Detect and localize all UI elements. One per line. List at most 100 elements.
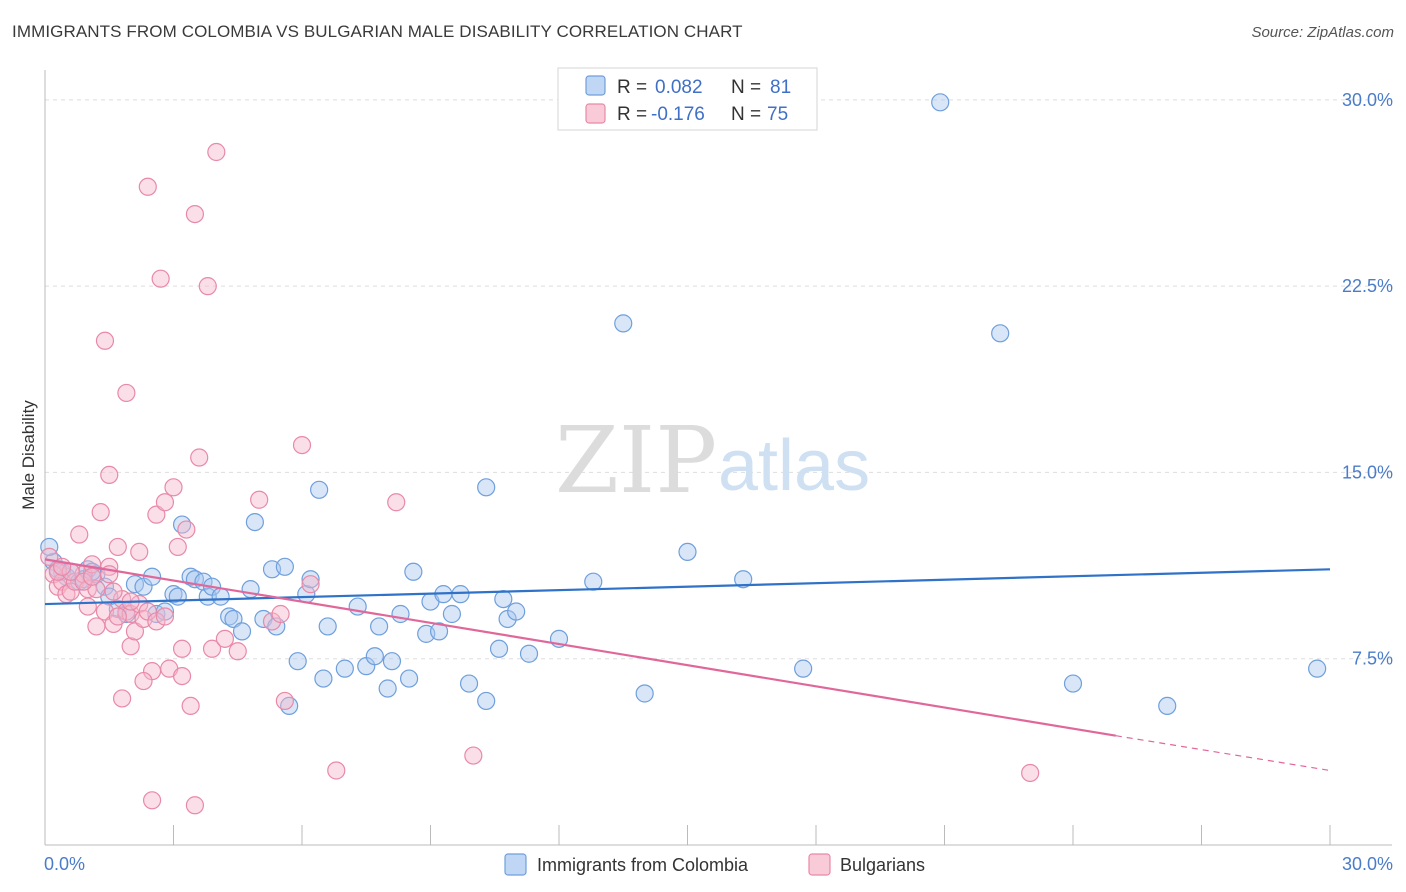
bulgarians-point-49 bbox=[292, 435, 312, 455]
colombia-point-53 bbox=[429, 622, 449, 641]
bottom-legend-swatch-bulgarians bbox=[808, 853, 831, 876]
colombia-point-55 bbox=[442, 604, 462, 624]
bulgarians-point-47 bbox=[271, 604, 290, 624]
bulgarians-point-23 bbox=[121, 637, 140, 656]
colombia-point-66 bbox=[584, 572, 603, 591]
colombia-point-70 bbox=[734, 570, 753, 589]
colombia-point-67 bbox=[614, 314, 633, 333]
colombia-point-45 bbox=[370, 617, 389, 636]
bulgarians-point-70 bbox=[108, 607, 127, 626]
legend-swatch-bulgarians bbox=[585, 103, 606, 124]
colombia-point-29 bbox=[245, 512, 264, 532]
bulgarians-point-51 bbox=[327, 761, 346, 780]
legend-n-label-2: N = bbox=[731, 104, 761, 125]
colombia-point-24 bbox=[211, 587, 230, 606]
bottom-legend-label-colombia: Immigrants from Colombia bbox=[537, 855, 749, 875]
bulgarians-point-13 bbox=[91, 503, 110, 522]
grid-lines bbox=[45, 99, 1392, 660]
colombia-point-74 bbox=[1063, 674, 1083, 693]
colombia-point-35 bbox=[288, 652, 307, 671]
bulgarians-point-66 bbox=[185, 796, 205, 815]
trend-lines bbox=[44, 558, 1331, 772]
legend-r-label-2: R = bbox=[617, 104, 647, 125]
bulgarians-point-42 bbox=[207, 142, 226, 162]
legend-r-value-1: 0.082 bbox=[655, 77, 703, 98]
bulgarians-point-65 bbox=[142, 791, 162, 810]
bulgarians-point-62 bbox=[134, 671, 153, 691]
watermark-zip: ZIP bbox=[555, 407, 717, 514]
bulgarians-point-63 bbox=[147, 612, 166, 631]
bulgarians-point-38 bbox=[181, 696, 200, 716]
colombia-point-37 bbox=[301, 570, 320, 589]
colombia-point-27 bbox=[232, 622, 252, 641]
bulgarians-point-53 bbox=[464, 746, 483, 765]
bulgarians-point-57 bbox=[104, 582, 123, 601]
bulgarians-point-37 bbox=[177, 520, 196, 539]
series-colombia-points bbox=[40, 93, 1327, 716]
bulgarians-point-48 bbox=[275, 691, 294, 711]
x-tick-label-0: 0.0% bbox=[44, 854, 85, 874]
bulgarians-point-34 bbox=[168, 537, 187, 557]
bulgarians-point-68 bbox=[74, 572, 93, 591]
bulgarians-point-41 bbox=[202, 639, 222, 658]
bulgarians-point-58 bbox=[138, 177, 157, 196]
bulgarians-point-40 bbox=[190, 448, 209, 467]
y-tick-label-0: 7.5% bbox=[1352, 649, 1393, 669]
legend-n-label-1: N = bbox=[731, 77, 761, 98]
y-tick-label-2: 22.5% bbox=[1342, 276, 1393, 296]
colombia-point-61 bbox=[494, 589, 513, 609]
y-tick-label-1: 15.0% bbox=[1342, 462, 1393, 482]
bulgarians-point-43 bbox=[215, 629, 234, 648]
colombia-point-33 bbox=[275, 557, 294, 576]
chart-source: Source: ZipAtlas.com bbox=[1251, 24, 1394, 41]
colombia-point-76 bbox=[1308, 659, 1327, 678]
colombia-point-64 bbox=[519, 644, 539, 663]
legend-r-label-1: R = bbox=[617, 77, 647, 98]
bulgarians-point-64 bbox=[198, 277, 217, 296]
bulgarians-point-18 bbox=[108, 537, 127, 557]
colombia-point-57 bbox=[459, 674, 479, 693]
bulgarians-point-16 bbox=[100, 465, 119, 485]
trend-line-bulgarians-extension bbox=[1115, 735, 1331, 772]
colombia-point-73 bbox=[991, 324, 1010, 343]
bottom-legend-label-bulgarians: Bulgarians bbox=[840, 855, 925, 875]
colombia-point-46 bbox=[378, 679, 397, 698]
bulgarians-point-45 bbox=[250, 490, 269, 509]
colombia-point-72 bbox=[931, 93, 950, 112]
bulgarians-point-33 bbox=[164, 478, 183, 497]
bulgarians-point-60 bbox=[95, 331, 115, 350]
axes bbox=[44, 70, 1392, 846]
colombia-point-75 bbox=[1158, 696, 1177, 716]
legend-n-value-1: 81 bbox=[770, 77, 791, 98]
x-tick-labels: 0.0% 30.0% bbox=[44, 854, 1393, 874]
colombia-point-63 bbox=[507, 602, 526, 621]
y-tick-label-3: 30.0% bbox=[1342, 90, 1393, 110]
colombia-point-41 bbox=[335, 659, 354, 678]
bulgarians-point-29 bbox=[147, 505, 166, 524]
bulgarians-point-61 bbox=[112, 689, 132, 708]
legend-n-value-2: 75 bbox=[767, 104, 788, 125]
colombia-point-68 bbox=[635, 684, 654, 703]
legend-swatch-colombia bbox=[585, 75, 606, 96]
colombia-point-56 bbox=[451, 585, 470, 604]
legend-r-value-2: -0.176 bbox=[651, 104, 705, 125]
trend-line-colombia bbox=[44, 568, 1331, 606]
colombia-point-40 bbox=[314, 669, 333, 688]
colombia-point-59 bbox=[477, 478, 496, 497]
x-tick-label-1: 30.0% bbox=[1342, 854, 1393, 874]
colombia-point-26 bbox=[224, 609, 243, 629]
bulgarians-point-50 bbox=[301, 575, 320, 594]
y-tick-labels: 7.5% 15.0% 22.5% 30.0% bbox=[1342, 90, 1393, 669]
colombia-point-50 bbox=[404, 562, 423, 581]
bulgarians-point-12 bbox=[87, 617, 106, 636]
colombia-point-69 bbox=[678, 542, 697, 562]
colombia-point-39 bbox=[318, 617, 337, 636]
colombia-point-58 bbox=[477, 691, 496, 711]
colombia-point-38 bbox=[310, 480, 329, 499]
bulgarians-point-52 bbox=[387, 493, 406, 512]
bulgarians-point-72 bbox=[83, 567, 102, 586]
bulgarians-point-10 bbox=[78, 597, 97, 616]
top-legend: R = 0.082 N = 81 R = -0.176 N = 75 bbox=[557, 67, 818, 131]
bulgarians-point-24 bbox=[125, 622, 145, 641]
bulgarians-point-21 bbox=[117, 383, 136, 403]
